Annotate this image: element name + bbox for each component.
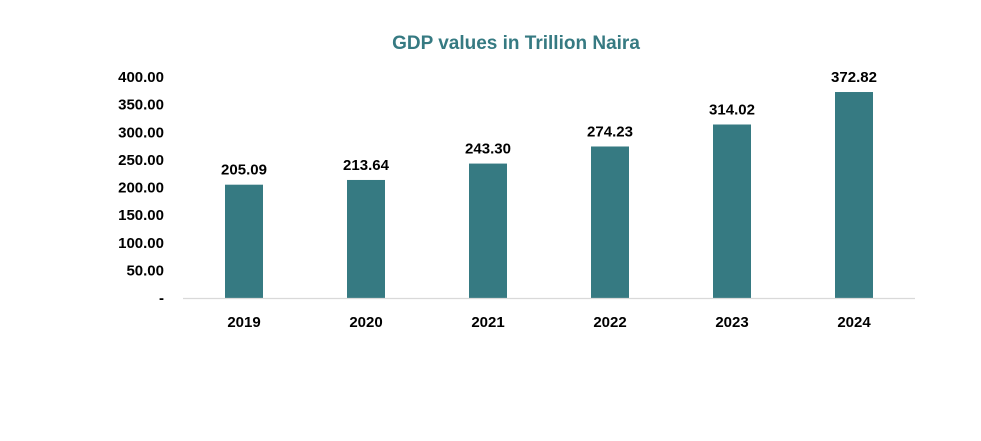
bar-2020 — [347, 179, 385, 298]
bar-data-label: 243.30 — [465, 141, 511, 158]
y-tick-label: 300.00 — [118, 124, 164, 141]
x-tick-label: 2019 — [227, 314, 260, 331]
y-tick-label: - — [159, 290, 164, 307]
bar-data-label: 274.23 — [587, 123, 633, 140]
bar-2024 — [835, 92, 873, 298]
y-axis-tick-labels: - 50.00 100.00 150.00 200.00 250.00 300.00 350.… — [118, 69, 164, 307]
bar-2023 — [713, 124, 751, 298]
bar-2019 — [225, 184, 263, 298]
x-tick-label: 2024 — [837, 314, 871, 331]
bar-data-label: 213.64 — [343, 157, 390, 174]
y-tick-label: 50.00 — [126, 262, 164, 279]
y-tick-label: 150.00 — [118, 207, 164, 224]
y-tick-label: 350.00 — [118, 97, 164, 114]
x-tick-label: 2022 — [593, 314, 626, 331]
y-tick-label: 400.00 — [118, 69, 164, 86]
bar-data-labels: 205.09 213.64 243.30 274.23 314.02 372.82 — [221, 69, 877, 179]
y-tick-label: 100.00 — [118, 235, 164, 252]
x-tick-label: 2023 — [715, 314, 748, 331]
bar-data-label: 372.82 — [831, 69, 877, 86]
x-tick-label: 2021 — [471, 314, 504, 331]
bar-2022 — [591, 146, 629, 298]
y-tick-label: 250.00 — [118, 152, 164, 169]
chart-title: GDP values in Trillion Naira — [392, 33, 640, 54]
bar-2021 — [469, 163, 507, 298]
bar-series — [225, 92, 873, 298]
y-tick-label: 200.00 — [118, 180, 164, 197]
x-tick-label: 2020 — [349, 314, 382, 331]
x-axis-tick-labels: 2019 2020 2021 2022 2023 2024 — [227, 314, 871, 331]
bar-data-label: 314.02 — [709, 102, 755, 119]
bar-data-label: 205.09 — [221, 162, 267, 179]
